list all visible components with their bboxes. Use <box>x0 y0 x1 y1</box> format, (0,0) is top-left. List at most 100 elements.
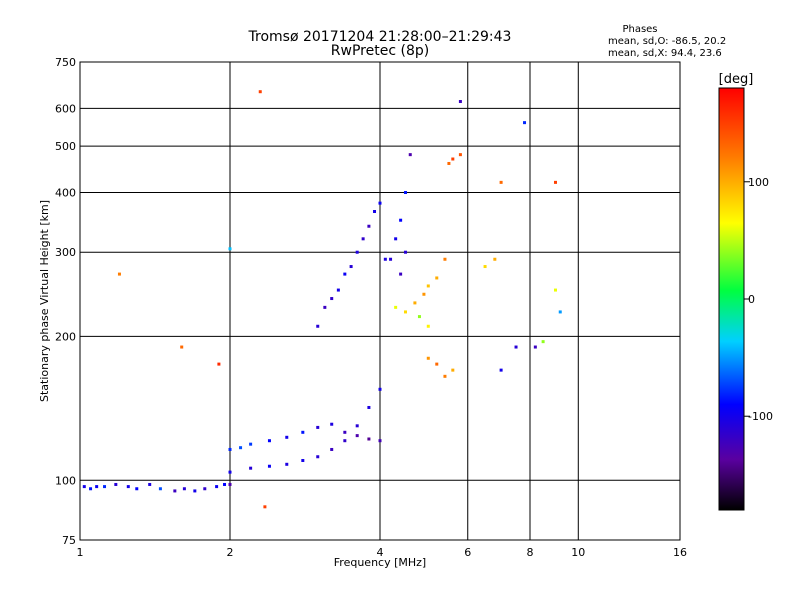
x-tick-label: 6 <box>464 546 471 559</box>
data-point <box>514 345 518 349</box>
data-point <box>217 362 221 366</box>
chart-title: Tromsø 20171204 21:28:00–21:29:43 <box>248 29 512 45</box>
data-point <box>103 485 107 489</box>
data-point <box>173 489 177 493</box>
y-tick-label: 200 <box>55 330 76 343</box>
x-tick-label: 16 <box>673 546 687 559</box>
data-point <box>378 387 382 391</box>
phases-x-stats: mean, sd,X: 94.4, 23.6 <box>608 48 722 59</box>
chart-subtitle: RwPretec (8p) <box>331 43 429 59</box>
data-point <box>285 462 289 466</box>
data-point <box>239 446 243 450</box>
data-point <box>343 272 347 276</box>
data-point <box>403 310 407 314</box>
data-point <box>399 218 403 222</box>
data-point <box>403 190 407 194</box>
y-tick-label: 75 <box>62 534 76 547</box>
y-tick-label: 400 <box>55 186 76 199</box>
data-point <box>378 439 382 443</box>
data-point <box>330 297 334 301</box>
data-point <box>193 489 197 493</box>
data-point <box>533 345 537 349</box>
x-tick-label: 2 <box>227 546 234 559</box>
data-point <box>443 374 447 378</box>
y-axis-label: Stationary phase Virtual Height [km] <box>38 200 51 402</box>
data-point <box>343 430 347 434</box>
data-point <box>499 180 503 184</box>
data-point <box>95 485 99 489</box>
data-point <box>228 247 232 251</box>
y-tick-label: 100 <box>55 474 76 487</box>
y-axis-ticks: 75 100 200 300 400 500 600 750 <box>55 56 76 547</box>
data-point <box>451 157 455 161</box>
data-point <box>355 434 359 438</box>
data-point <box>126 485 130 489</box>
x-tick-label: 10 <box>571 546 585 559</box>
data-point <box>443 257 447 261</box>
data-point <box>499 368 503 372</box>
data-point <box>451 368 455 372</box>
data-point <box>389 257 393 261</box>
data-point <box>426 356 430 360</box>
data-point <box>367 224 371 228</box>
data-point <box>378 201 382 205</box>
data-point <box>367 437 371 441</box>
y-tick-label: 600 <box>55 102 76 115</box>
data-point <box>426 324 430 328</box>
data-point <box>394 237 398 241</box>
data-point <box>316 425 320 429</box>
data-point <box>336 288 340 292</box>
data-point <box>394 305 398 309</box>
data-point <box>182 487 186 491</box>
data-point <box>523 121 527 125</box>
data-point <box>263 505 267 509</box>
data-point <box>285 435 289 439</box>
data-point <box>180 345 184 349</box>
data-point <box>228 470 232 474</box>
colorbar-tick-label: 100 <box>748 176 769 189</box>
data-point <box>355 250 359 254</box>
data-point <box>135 487 139 491</box>
data-point <box>435 276 439 280</box>
colorbar-tick-label: -100 <box>748 410 773 423</box>
grid-lines <box>80 62 680 540</box>
data-point <box>422 292 426 296</box>
data-point <box>558 310 562 314</box>
phases-o-stats: mean, sd,O: -86.5, 20.2 <box>608 36 726 47</box>
colorbar-tick-label: 0 <box>748 293 755 306</box>
data-point <box>301 458 305 462</box>
data-point <box>89 487 93 491</box>
data-point <box>316 324 320 328</box>
y-tick-label: 500 <box>55 140 76 153</box>
data-point <box>117 272 121 276</box>
data-point <box>435 362 439 366</box>
data-point <box>541 340 545 344</box>
x-tick-label: 1 <box>77 546 84 559</box>
data-point <box>148 482 152 486</box>
data-point <box>383 257 387 261</box>
y-tick-label: 300 <box>55 246 76 259</box>
data-point <box>330 422 334 426</box>
data-point <box>355 424 359 428</box>
x-tick-label: 4 <box>377 546 384 559</box>
data-point <box>349 265 353 269</box>
data-point <box>447 161 451 165</box>
data-point <box>413 301 417 305</box>
data-point <box>361 237 365 241</box>
data-point <box>267 464 271 468</box>
data-point <box>158 487 162 491</box>
data-point <box>228 482 232 486</box>
data-point <box>458 153 462 157</box>
data-point <box>553 288 557 292</box>
data-point <box>373 210 377 214</box>
data-point <box>367 405 371 409</box>
data-point <box>249 466 253 470</box>
data-point <box>403 250 407 254</box>
data-point <box>408 153 412 157</box>
colorbar-ticks: 100 0 -100 <box>744 176 773 423</box>
data-point <box>267 439 271 443</box>
x-axis-label: Frequency [MHz] <box>334 556 426 569</box>
colorbar <box>718 87 745 511</box>
data-point <box>215 485 219 489</box>
